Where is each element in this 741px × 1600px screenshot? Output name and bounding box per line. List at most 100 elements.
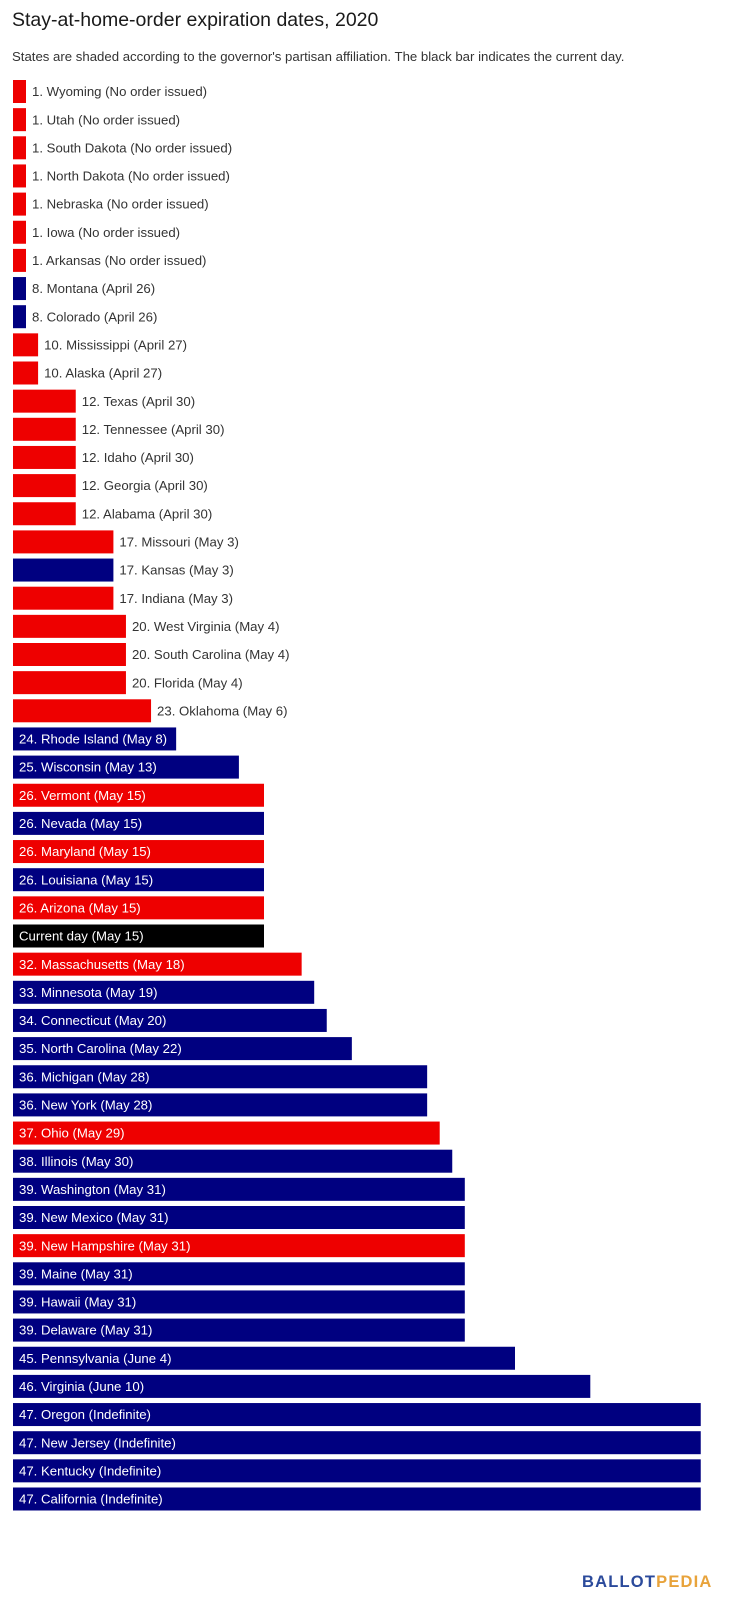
bar xyxy=(13,192,26,216)
bar xyxy=(13,614,126,638)
bar xyxy=(13,1065,428,1089)
bar-label: 26. Nevada (May 15) xyxy=(19,816,142,831)
bar xyxy=(13,1290,465,1314)
bar-label: 17. Indiana (May 3) xyxy=(119,591,233,606)
bar-label: 26. Arizona (May 15) xyxy=(19,900,141,915)
bar-label: 26. Maryland (May 15) xyxy=(19,844,151,859)
bar xyxy=(13,1037,352,1061)
bar-label: 47. New Jersey (Indefinite) xyxy=(19,1435,176,1450)
bar-label: 46. Virginia (June 10) xyxy=(19,1379,144,1394)
bar-label: 8. Colorado (April 26) xyxy=(32,309,157,324)
bar-label: 26. Vermont (May 15) xyxy=(19,788,146,803)
bar xyxy=(13,1459,701,1483)
bar xyxy=(13,277,26,301)
bar xyxy=(13,502,76,526)
bar-label: 39. Washington (May 31) xyxy=(19,1182,166,1197)
bar xyxy=(13,811,264,835)
bar-label: 47. California (Indefinite) xyxy=(19,1492,163,1507)
bar-label: 34. Connecticut (May 20) xyxy=(19,1013,166,1028)
bar xyxy=(13,474,76,498)
bar-label: 23. Oklahoma (May 6) xyxy=(157,703,287,718)
bar-label: 39. Hawaii (May 31) xyxy=(19,1295,136,1310)
bar xyxy=(13,1206,465,1229)
bar xyxy=(13,699,152,723)
bar-label: 12. Texas (April 30) xyxy=(82,394,195,409)
bar xyxy=(13,1008,327,1032)
bar xyxy=(13,164,26,188)
bar-label: 12. Idaho (April 30) xyxy=(82,450,194,465)
chart-title: Stay-at-home-order expiration dates, 202… xyxy=(12,9,379,31)
bar-label: 39. New Hampshire (May 31) xyxy=(19,1238,191,1253)
bar xyxy=(13,80,26,103)
bar-label: 39. Maine (May 31) xyxy=(19,1266,133,1281)
bar-label: 17. Kansas (May 3) xyxy=(119,563,233,578)
bar-label: 12. Tennessee (April 30) xyxy=(82,422,225,437)
logo-part-ballot: BALLOT xyxy=(582,1573,657,1591)
bar xyxy=(13,1121,440,1145)
ballotpedia-logo: BALLOTPEDIA xyxy=(582,1573,713,1592)
bar xyxy=(13,1431,701,1455)
bar-label: 20. Florida (May 4) xyxy=(132,675,243,690)
bar-label: 1. South Dakota (No order issued) xyxy=(32,140,232,155)
chart-subtitle: States are shaded according to the gover… xyxy=(12,49,625,64)
bar-label: 1. Nebraska (No order issued) xyxy=(32,197,209,212)
bar xyxy=(13,445,76,469)
bar xyxy=(13,1403,701,1427)
bar xyxy=(13,868,264,892)
bar-label: 47. Kentucky (Indefinite) xyxy=(19,1463,161,1478)
bar-label: 1. Utah (No order issued) xyxy=(32,112,180,127)
bar xyxy=(13,136,26,160)
bar-label: 33. Minnesota (May 19) xyxy=(19,985,158,1000)
bar xyxy=(13,248,26,272)
bar xyxy=(13,530,114,554)
bar-label: Current day (May 15) xyxy=(19,929,144,944)
bar xyxy=(13,1262,465,1286)
bar xyxy=(13,980,315,1004)
bar-label: 8. Montana (April 26) xyxy=(32,281,155,296)
bar-label: 26. Louisiana (May 15) xyxy=(19,872,153,887)
bar-label: 38. Illinois (May 30) xyxy=(19,1154,133,1169)
bar-label: 10. Mississippi (April 27) xyxy=(44,337,187,352)
bar xyxy=(13,389,76,413)
bar xyxy=(13,671,126,695)
bar-label: 1. Iowa (No order issued) xyxy=(32,225,180,240)
bar-label: 20. West Virginia (May 4) xyxy=(132,619,280,634)
bar xyxy=(13,1093,428,1117)
bar-label: 25. Wisconsin (May 13) xyxy=(19,760,157,775)
bar-label: 36. New York (May 28) xyxy=(19,1098,152,1113)
bar-label: 39. New Mexico (May 31) xyxy=(19,1210,169,1225)
bar xyxy=(13,1318,465,1342)
bar-label: 10. Alaska (April 27) xyxy=(44,366,162,381)
bar-label: 12. Georgia (April 30) xyxy=(82,478,208,493)
bar xyxy=(13,1487,701,1511)
bar xyxy=(13,1346,515,1370)
bar-label: 35. North Carolina (May 22) xyxy=(19,1041,182,1056)
bar-label: 45. Pennsylvania (June 4) xyxy=(19,1351,171,1366)
bar xyxy=(13,1234,465,1258)
bar xyxy=(13,783,264,807)
bar-label: 47. Oregon (Indefinite) xyxy=(19,1407,151,1422)
bar xyxy=(13,361,39,385)
bar-label: 1. Wyoming (No order issued) xyxy=(32,84,207,99)
bar xyxy=(13,333,39,357)
bar-label: 1. North Dakota (No order issued) xyxy=(32,169,230,184)
bar xyxy=(13,840,264,864)
bar xyxy=(13,558,114,582)
bar-label: 12. Alabama (April 30) xyxy=(82,506,212,521)
bar xyxy=(13,755,239,779)
bar-label: 17. Missouri (May 3) xyxy=(119,535,238,550)
bar xyxy=(13,417,76,441)
bar-label: 1. Arkansas (No order issued) xyxy=(32,253,206,268)
bar xyxy=(13,586,114,610)
bar xyxy=(13,896,264,920)
bar-label: 37. Ohio (May 29) xyxy=(19,1126,125,1141)
bar xyxy=(13,305,26,329)
bar xyxy=(13,220,26,244)
bar xyxy=(13,643,126,666)
bar xyxy=(13,1177,465,1201)
bar xyxy=(13,952,302,976)
bar xyxy=(13,727,177,751)
bar xyxy=(13,924,264,948)
bar-label: 32. Massachusetts (May 18) xyxy=(19,957,185,972)
bar-label: 36. Michigan (May 28) xyxy=(19,1069,149,1084)
